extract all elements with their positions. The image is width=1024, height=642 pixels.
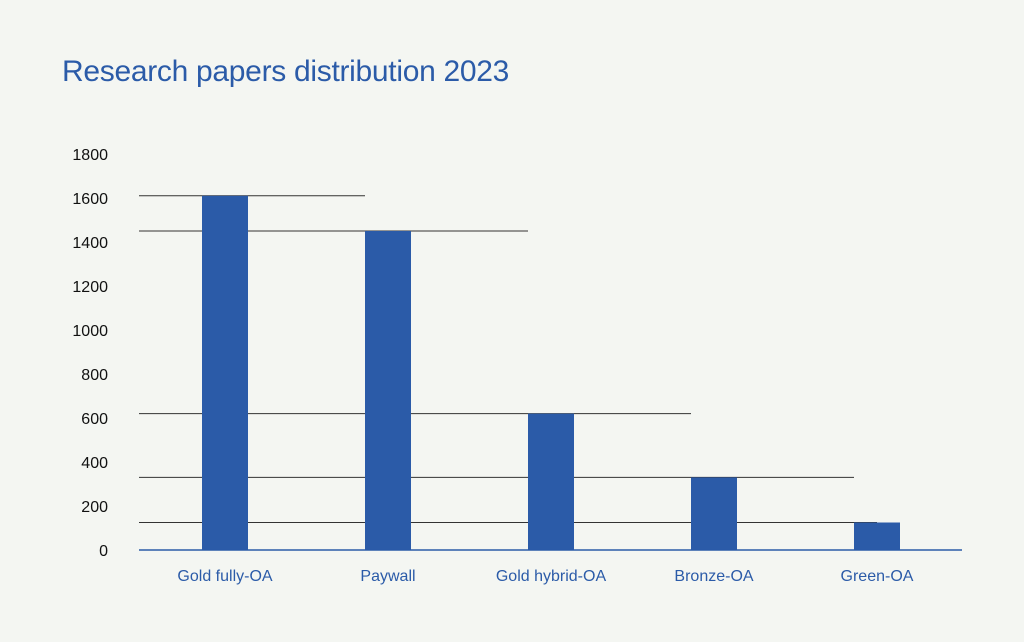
y-tick-label: 1000 [72,323,108,340]
y-tick-label: 1400 [72,235,108,252]
x-axis-ticks: Gold fully-OA Paywall Gold hybrid-OA Bronze… [177,568,913,585]
bar [691,477,737,550]
y-tick-label: 1600 [72,191,108,208]
bar [854,522,900,550]
y-tick-label: 1200 [72,279,108,296]
x-tick-label: Gold hybrid-OA [496,568,607,585]
x-tick-label: Bronze-OA [674,568,753,585]
gridlines [139,195,877,523]
y-tick-label: 800 [81,367,108,384]
y-axis-ticks: 0 200 400 600 800 1000 1200 1400 1600 1800 [72,147,108,560]
bar [365,231,411,550]
y-tick-label: 200 [81,499,108,516]
bar [202,195,248,551]
y-tick-label: 0 [99,543,108,560]
x-tick-label: Gold fully-OA [177,568,272,585]
y-tick-label: 1800 [72,147,108,164]
chart-title: Research papers distribution 2023 [62,55,510,88]
y-tick-label: 600 [81,411,108,428]
x-tick-label: Green-OA [841,568,914,585]
x-tick-label: Paywall [360,568,415,585]
bar [528,413,574,550]
bars [202,195,900,551]
y-tick-label: 400 [81,455,108,472]
